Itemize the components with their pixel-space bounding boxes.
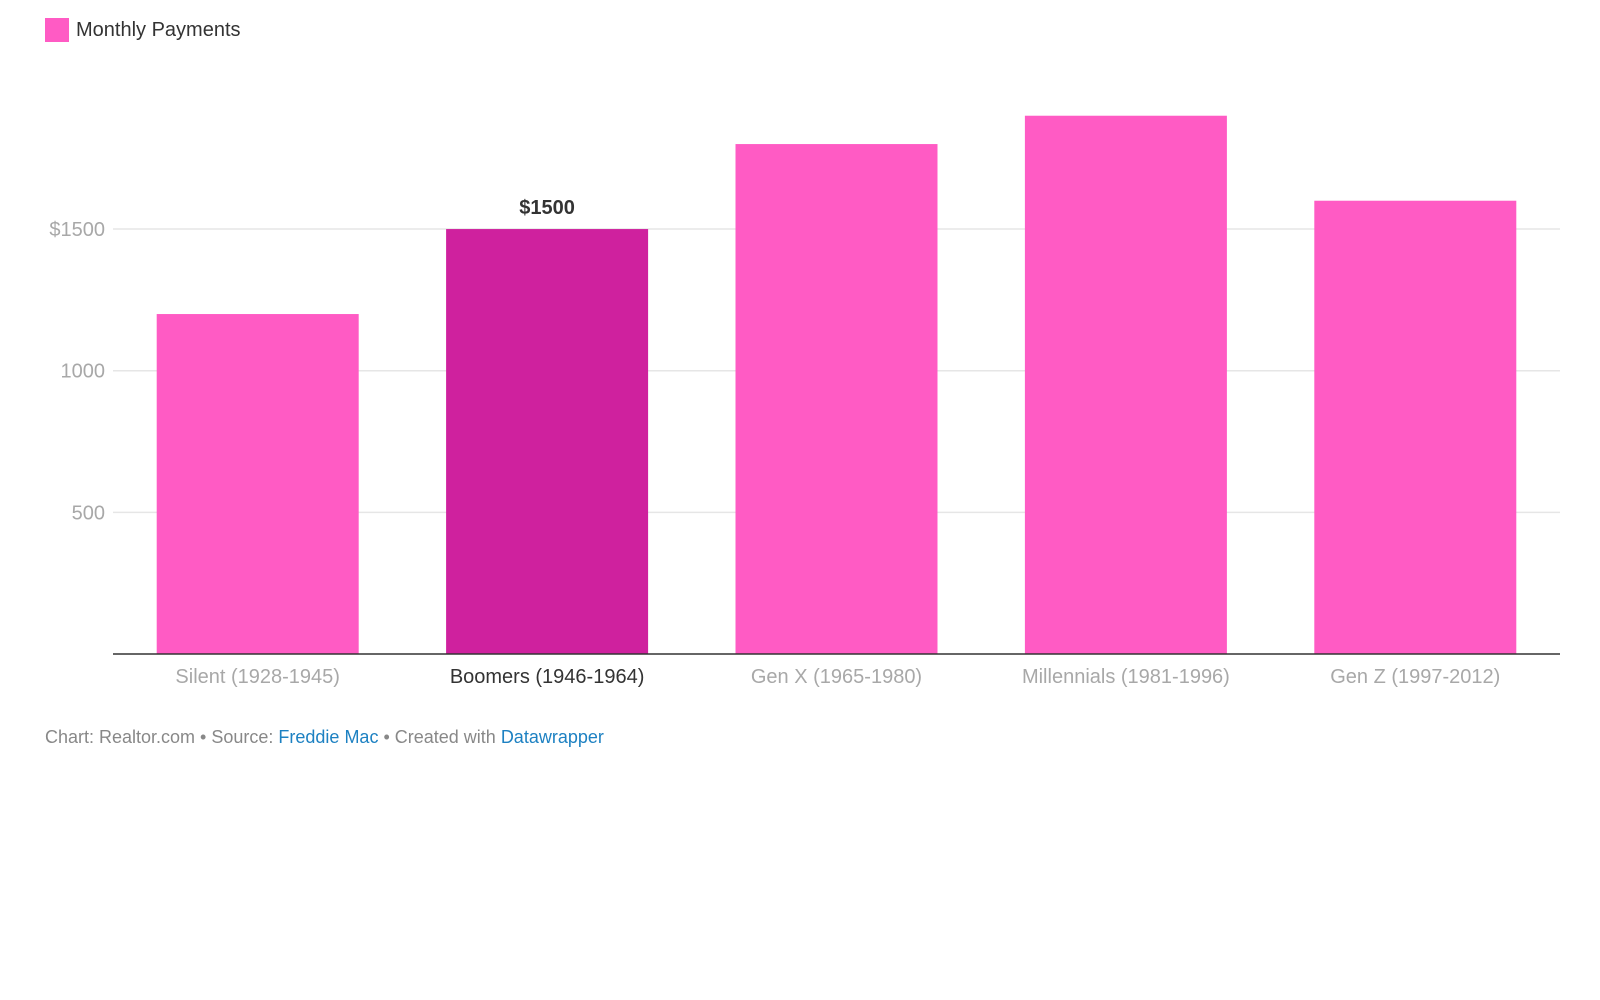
footer-created-text: • Created with (378, 727, 501, 747)
x-category-label: Millennials (1981-1996) (1022, 666, 1230, 688)
footer-credit-text: Chart: Realtor.com • Source: (45, 727, 279, 747)
legend-label: Monthly Payments (76, 18, 241, 41)
x-category-label: Silent (1928-1945) (175, 666, 340, 688)
bars (156, 115, 1517, 655)
bar-chart: 500 1000 $1500 Silent (1928-1945) Boomers (1… (49, 115, 1560, 688)
labels: 500 1000 $1500 Silent (1928-1945) Boomers (1… (49, 197, 1500, 688)
bar-4 (1314, 200, 1517, 654)
y-tick-label: 1000 (61, 361, 106, 383)
bar-value-label: $1500 (519, 197, 575, 219)
y-tick-label: $1500 (49, 219, 105, 241)
legend-swatch (45, 18, 69, 42)
y-tick-label: 500 (72, 502, 105, 524)
x-category-label: Gen Z (1997-2012) (1330, 666, 1500, 688)
x-category-label: Gen X (1965-1980) (751, 666, 922, 688)
chart-footer: Chart: Realtor.com • Source: Freddie Mac… (45, 727, 604, 748)
bar-3 (1024, 115, 1227, 655)
bar-0 (156, 314, 359, 654)
chart-legend: Monthly Payments (45, 18, 241, 42)
bar-2 (735, 144, 938, 654)
datawrapper-link[interactable]: Datawrapper (500, 727, 604, 747)
bar-1 (446, 229, 649, 655)
x-category-label: Boomers (1946-1964) (450, 666, 645, 688)
source-link[interactable]: Freddie Mac (278, 727, 379, 747)
